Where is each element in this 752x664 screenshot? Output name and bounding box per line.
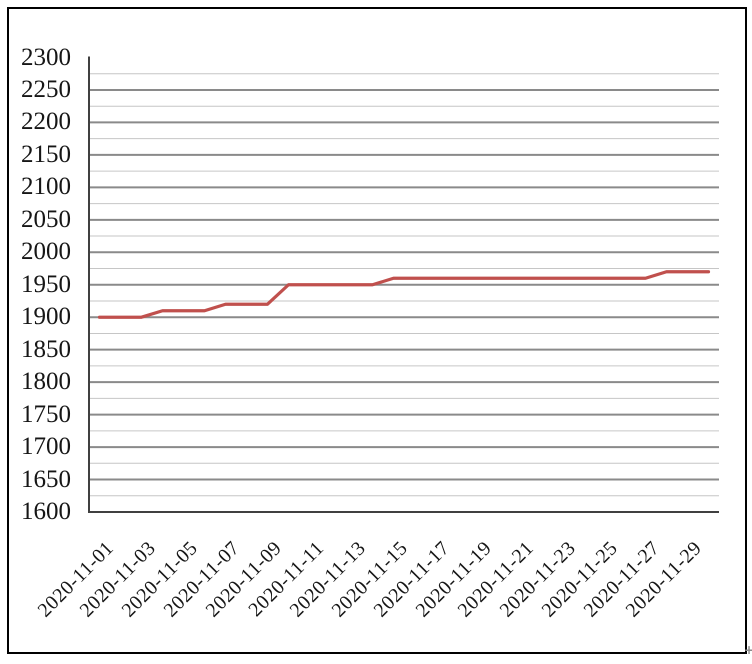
y-axis-tick-label: 2000: [21, 238, 71, 266]
y-axis-tick-label: 1900: [21, 303, 71, 331]
anchor-cross-icon: +: [744, 643, 752, 657]
y-axis-tick-label: 2050: [21, 205, 71, 233]
y-axis-tick-label: 1750: [21, 400, 71, 428]
y-axis-tick-label: 1950: [21, 270, 71, 298]
y-axis-tick-label: 1850: [21, 335, 71, 363]
y-axis-tick-label: 1600: [21, 498, 71, 525]
y-axis-tick-label: 2300: [21, 43, 71, 71]
y-axis-tick-label: 1700: [21, 433, 71, 461]
y-axis-tick-label: 2250: [21, 75, 71, 103]
y-axis-tick-label: 2100: [21, 173, 71, 201]
price-line: [97, 270, 711, 319]
chart-border-frame: [7, 7, 747, 654]
y-axis-tick-label: 1650: [21, 465, 71, 493]
y-axis-tick-label: 2150: [21, 140, 71, 168]
y-axis-tick-label: 2200: [21, 108, 71, 136]
y-axis-tick-label: 1800: [21, 368, 71, 396]
